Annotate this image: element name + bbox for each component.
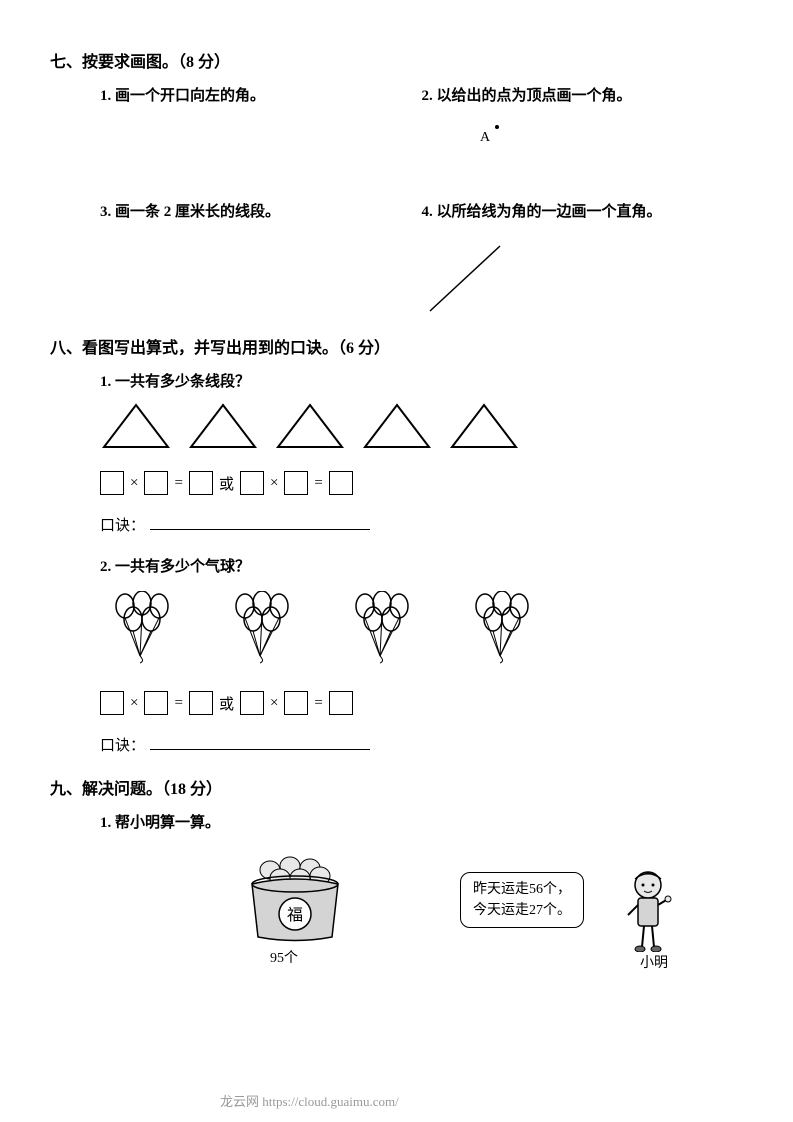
point-a-label: A [480,130,490,146]
answer-box[interactable] [329,471,353,495]
answer-box[interactable] [144,691,168,715]
mnemonic-label: 口诀： [100,514,145,535]
triangle-icon [448,401,520,451]
answer-box[interactable] [240,691,264,715]
equals-symbol: = [314,475,322,492]
watermark-text: 龙云网 https://cloud.guaimu.com/ [220,1091,399,1110]
diagonal-line-area [100,236,743,316]
item-7-3: 3. 画一条 2 厘米长的线段。 [100,200,422,221]
times-symbol: × [270,475,278,492]
mnemonic-row-2: 口诀： [100,730,743,755]
item-7-4: 4. 以所给线为角的一边画一个直角。 [422,200,744,221]
section-8-header: 八、看图写出算式，并写出用到的口诀。（6 分） [50,334,743,358]
equals-symbol: = [174,695,182,712]
boy-name-label: 小明 [640,952,668,972]
basket-container: 福 [240,852,350,952]
triangle-icon [361,401,433,451]
svg-text:福: 福 [287,906,303,924]
answer-box[interactable] [100,471,124,495]
drawing-row-2: 3. 画一条 2 厘米长的线段。 4. 以所给线为角的一边画一个直角。 [100,200,743,221]
section-7-header: 七、按要求画图。（8 分） [50,48,743,72]
item-8-1-text: 1. 一共有多少条线段？ [100,374,250,390]
item-8-2: 2. 一共有多少个气球？ [100,555,743,576]
triangle-icon [274,401,346,451]
formula-row-1: × = 或 × = [100,471,743,495]
equals-symbol: = [174,475,182,492]
answer-box[interactable] [329,691,353,715]
balloon-group-icon [470,591,545,666]
answer-box[interactable] [240,471,264,495]
or-text: 或 [219,473,234,494]
balloon-group-icon [230,591,305,666]
drawing-row-1: 1. 画一个开口向左的角。 2. 以给出的点为顶点画一个角。 [100,84,743,105]
bottom-scene: 福 95个 昨天运走56个， 今天运走27个。 小明 [100,852,743,982]
item-7-1-text: 1. 画一个开口向左的角。 [100,88,265,104]
drawing-space-1: A [100,120,743,200]
boy-container [620,867,675,957]
balloon-group-icon [110,591,185,666]
or-text: 或 [219,693,234,714]
item-7-3-text: 3. 画一条 2 厘米长的线段。 [100,204,280,220]
equals-symbol: = [314,695,322,712]
answer-box[interactable] [189,471,213,495]
mnemonic-line[interactable] [150,730,370,750]
item-7-1: 1. 画一个开口向左的角。 [100,84,422,105]
answer-box[interactable] [189,691,213,715]
item-8-2-text: 2. 一共有多少个气球？ [100,559,250,575]
formula-row-2: × = 或 × = [100,691,743,715]
triangle-icon [187,401,259,451]
triangle-icon [100,401,172,451]
answer-box[interactable] [144,471,168,495]
mnemonic-row-1: 口诀： [100,510,743,535]
speech-line-2: 今天运走27个。 [473,900,571,921]
times-symbol: × [130,695,138,712]
boy-icon [620,867,675,952]
basket-count-label: 95个 [270,947,298,967]
answer-box[interactable] [284,691,308,715]
triangles-row [100,401,743,451]
diagonal-line-icon [420,241,520,321]
balloon-group-icon [350,591,425,666]
item-7-2: 2. 以给出的点为顶点画一个角。 [422,84,744,105]
item-7-4-text: 4. 以所给线为角的一边画一个直角。 [422,204,662,220]
basket-icon: 福 [240,852,350,947]
item-9-1-text: 1. 帮小明算一算。 [100,815,220,831]
times-symbol: × [130,475,138,492]
answer-box[interactable] [100,691,124,715]
item-8-1: 1. 一共有多少条线段？ [100,370,743,391]
item-7-2-text: 2. 以给出的点为顶点画一个角。 [422,88,632,104]
section-9-header: 九、解决问题。（18 分） [50,775,743,799]
speech-line-1: 昨天运走56个， [473,879,571,900]
mnemonic-line[interactable] [150,510,370,530]
mnemonic-label: 口诀： [100,734,145,755]
balloons-row [110,591,743,666]
speech-bubble: 昨天运走56个， 今天运走27个。 [460,872,584,928]
times-symbol: × [270,695,278,712]
answer-box[interactable] [284,471,308,495]
item-9-1: 1. 帮小明算一算。 [100,811,743,832]
